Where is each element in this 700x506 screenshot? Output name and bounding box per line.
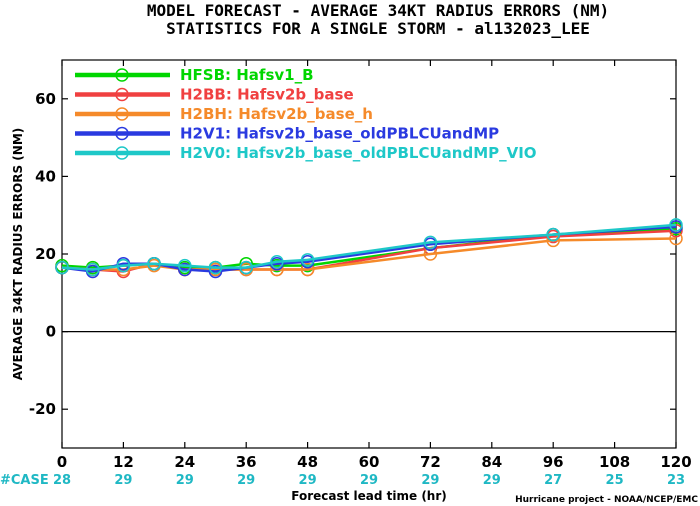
case-count: 25 (606, 473, 624, 488)
data-point (300, 262, 315, 277)
legend-marker (115, 68, 129, 82)
y-tick-label: 60 (35, 90, 56, 108)
legend-label: HFSB: Hafsv1_B (180, 66, 314, 84)
x-tick-label: 120 (660, 453, 691, 471)
data-point (423, 235, 438, 250)
data-point (669, 223, 683, 238)
data-point (270, 255, 284, 269)
x-tick-label: 12 (113, 453, 134, 471)
x-tick-label: 72 (420, 453, 441, 471)
legend-item: H2V1: Hafsv2b_base_oldPBLCUandMP (75, 125, 499, 143)
case-count: 29 (237, 473, 255, 488)
credit-text: Hurricane project - NOAA/NCEP/EMC (515, 495, 698, 505)
legend-label: H2BB: Hafsv2b_base (180, 86, 354, 104)
x-tick-label: 96 (543, 453, 564, 471)
data-point (669, 218, 683, 232)
legend-item: H2V0: Hafsv2b_base_oldPBLCUandMP_VIO (75, 144, 537, 162)
legend-label: H2V0: Hafsv2b_base_oldPBLCUandMP_VIO (180, 144, 537, 162)
case-count: 28 (53, 473, 71, 488)
y-tick-label: 40 (35, 167, 56, 185)
case-count: 27 (544, 473, 562, 488)
case-counts: 28 29 29 29 29 29 29 29 27 25 23 (53, 473, 685, 488)
data-point (55, 260, 69, 275)
y-tick-label: -20 (29, 400, 56, 418)
x-axis-ticks: 0 12 24 36 48 60 72 84 96 108 120 (57, 60, 692, 471)
data-point (178, 258, 192, 273)
legend-marker (115, 126, 129, 141)
chart-subtitle: STATISTICS FOR A SINGLE STORM - al132023… (166, 19, 590, 38)
data-point (147, 256, 161, 271)
x-tick-label: 48 (297, 453, 318, 471)
series-line (61, 223, 677, 271)
y-tick-label: 20 (35, 245, 56, 263)
series-layer (55, 218, 683, 279)
legend-item: H2BH: Hafsv2b_base_h (75, 105, 373, 123)
legend-marker (115, 87, 129, 102)
legend-label: H2V1: Hafsv2b_base_oldPBLCUandMP (180, 125, 499, 143)
case-count: 29 (176, 473, 194, 488)
legend-label: H2BH: Hafsv2b_base_h (180, 105, 373, 123)
x-axis-label: Forecast lead time (hr) (291, 489, 447, 503)
legend-item: H2BB: Hafsv2b_base (75, 86, 354, 104)
case-count: 23 (667, 473, 685, 488)
data-point (300, 253, 315, 267)
case-count: 29 (421, 473, 439, 488)
data-point (546, 227, 560, 242)
x-tick-label: 60 (359, 453, 380, 471)
data-point (116, 258, 131, 273)
x-tick-label: 108 (599, 453, 630, 471)
data-point (85, 262, 100, 277)
legend-marker (115, 146, 129, 160)
series-5 (55, 218, 683, 277)
data-point (239, 260, 253, 275)
data-point (178, 262, 192, 277)
y-tick-label: 0 (46, 323, 56, 341)
x-tick-label: 24 (174, 453, 195, 471)
x-tick-label: 0 (57, 453, 67, 471)
chart-title: MODEL FORECAST - AVERAGE 34KT RADIUS ERR… (147, 1, 609, 20)
data-point (208, 260, 223, 275)
case-count: 29 (114, 473, 132, 488)
data-point (208, 264, 223, 279)
legend-marker (115, 107, 129, 121)
y-axis-ticks: -20 0 20 40 60 (29, 90, 676, 418)
case-label: #CASE (0, 473, 49, 488)
legend-item: HFSB: Hafsv1_B (75, 66, 314, 84)
case-count: 29 (483, 473, 501, 488)
case-count: 29 (360, 473, 378, 488)
x-tick-label: 36 (236, 453, 257, 471)
case-count: 29 (299, 473, 317, 488)
y-axis-label: AVERAGE 34KT RADIUS ERRORS (NM) (11, 128, 25, 380)
x-tick-label: 84 (481, 453, 502, 471)
